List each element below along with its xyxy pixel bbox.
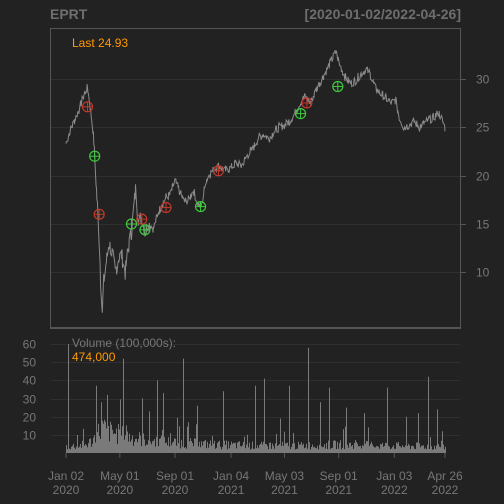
price-axis: 10 15 20 25 30 bbox=[461, 73, 490, 280]
date-tick-year: 2020 bbox=[106, 483, 133, 497]
date-tick-year: 2022 bbox=[381, 483, 408, 497]
price-grid bbox=[51, 79, 460, 273]
volume-label: Volume (100,000s): bbox=[72, 336, 176, 350]
date-tick-label: Jan 03 bbox=[376, 469, 412, 483]
price-tick-label: 30 bbox=[476, 73, 490, 87]
signal-markers bbox=[81, 80, 344, 236]
date-tick-year: 2020 bbox=[162, 483, 189, 497]
date-tick-year: 2021 bbox=[218, 483, 245, 497]
date-tick-year: 2021 bbox=[325, 483, 352, 497]
volume-tick-label: 50 bbox=[23, 356, 37, 370]
date-tick-year: 2021 bbox=[271, 483, 298, 497]
volume-tick-label: 20 bbox=[23, 411, 37, 425]
price-line bbox=[65, 50, 446, 313]
volume-value: 474,000 bbox=[72, 350, 116, 364]
price-tick-label: 15 bbox=[476, 218, 490, 232]
date-tick-label: May 03 bbox=[265, 469, 305, 483]
volume-bars bbox=[66, 344, 446, 453]
date-tick-label: Sep 01 bbox=[320, 469, 358, 483]
date-tick-label: Jan 02 bbox=[48, 469, 84, 483]
date-tick-label: Jan 04 bbox=[213, 469, 249, 483]
date-tick-label: May 01 bbox=[100, 469, 140, 483]
volume-tick-label: 10 bbox=[23, 429, 37, 443]
date-tick-label: Sep 01 bbox=[156, 469, 194, 483]
volume-tick-label: 30 bbox=[23, 393, 37, 407]
chart-title: EPRT bbox=[50, 6, 88, 22]
last-price-label: Last 24.93 bbox=[72, 36, 128, 50]
volume-axis: 10 20 30 40 50 60 bbox=[23, 338, 37, 443]
date-tick-year: 2020 bbox=[53, 483, 80, 497]
date-range: [2020-01-02/2022-04-26] bbox=[305, 6, 461, 22]
price-panel-frame bbox=[50, 28, 461, 328]
date-tick-label: Apr 26 bbox=[427, 469, 463, 483]
price-tick-label: 10 bbox=[476, 266, 490, 280]
price-tick-label: 20 bbox=[476, 170, 490, 184]
date-tick-year: 2022 bbox=[432, 483, 459, 497]
volume-tick-label: 40 bbox=[23, 374, 37, 388]
volume-tick-label: 60 bbox=[23, 338, 37, 352]
price-tick-label: 25 bbox=[476, 121, 490, 135]
